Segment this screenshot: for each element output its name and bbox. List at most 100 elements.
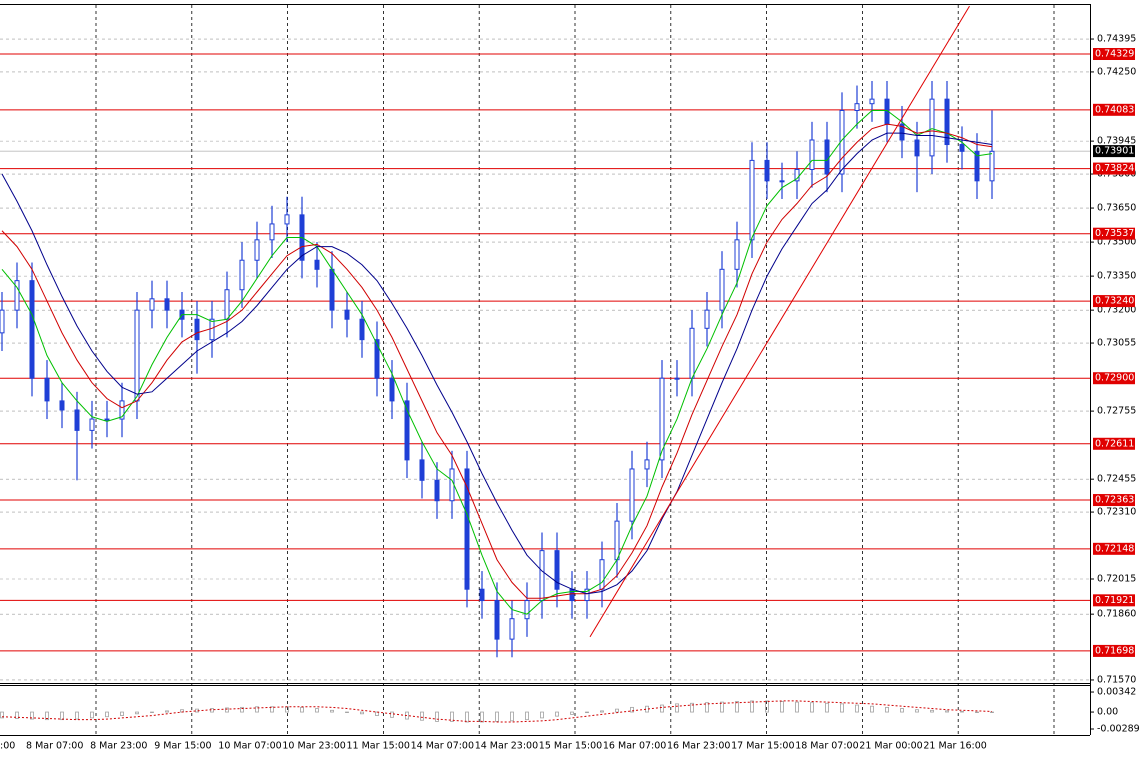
level-label: 0.73824 (1095, 163, 1134, 174)
candle-body (134, 309, 140, 402)
osc-bar (45, 711, 49, 721)
candle-body (914, 139, 920, 157)
osc-bar (660, 704, 664, 713)
candle-body (689, 327, 695, 379)
osc-bar (735, 701, 739, 713)
candle-body (659, 377, 665, 461)
candle-body (989, 150, 995, 182)
level-label: 0.71698 (1095, 645, 1134, 656)
candle-body (419, 459, 425, 481)
osc-bar (15, 711, 19, 719)
candle-body (224, 289, 230, 320)
osc-bar (105, 711, 109, 718)
osc-bar (60, 711, 64, 721)
candle-body (29, 280, 35, 379)
candle-body (164, 298, 170, 311)
x-tick-label: 17 Mar 15:00 (731, 741, 794, 752)
osc-bar (360, 711, 364, 715)
osc-bar (675, 703, 679, 713)
osc-bar (765, 700, 769, 713)
level-label: 0.74083 (1095, 104, 1134, 115)
candle-body (959, 144, 965, 152)
level-label-box (1093, 372, 1135, 385)
y-tick-label: 0.72015 (1097, 573, 1136, 584)
candle-body (869, 98, 875, 105)
level-label-box (1093, 494, 1135, 507)
x-tick-label: 8 Mar 23:00 (90, 741, 147, 752)
candle-body (104, 418, 110, 421)
y-tick-label: 0.71860 (1097, 609, 1136, 620)
osc-tick-label: 0.00 (1097, 707, 1118, 718)
osc-bar (945, 710, 949, 713)
x-tick-label: 14 Mar 23:00 (475, 741, 538, 752)
candle-body (554, 550, 560, 590)
candle-body (614, 520, 620, 561)
level-label-box (1093, 103, 1135, 116)
osc-bar (240, 706, 244, 713)
candle-body (704, 309, 710, 329)
osc-bar (615, 708, 619, 713)
level-label-box (1093, 644, 1135, 657)
y-tick-label: 0.72755 (1097, 406, 1136, 417)
candle-body (284, 214, 290, 225)
candle-body (254, 239, 260, 261)
candle-body (359, 318, 365, 341)
osc-bar (780, 701, 784, 713)
osc-bar (570, 711, 574, 715)
osc-bar (525, 711, 529, 721)
candle-body (629, 468, 635, 522)
osc-bar (30, 711, 34, 720)
level-label: 0.72148 (1095, 543, 1134, 554)
osc-bar (885, 706, 889, 713)
y-tick-label: 0.73055 (1097, 338, 1136, 349)
candle-body (44, 377, 50, 402)
x-tick-label: 9 Mar 15:00 (154, 741, 211, 752)
candle-body (479, 588, 485, 602)
candle-body (599, 559, 605, 590)
candle-body (14, 280, 20, 311)
osc-bar (0, 711, 4, 719)
candle-body (374, 339, 380, 379)
candle-body (734, 239, 740, 270)
candle-body (449, 468, 455, 502)
level-label-box (1093, 227, 1135, 240)
osc-bar (495, 711, 499, 722)
osc-bar (300, 706, 304, 713)
candle-body (524, 600, 530, 620)
current-price-box (1093, 145, 1135, 158)
y-tick-label: 0.72455 (1097, 474, 1136, 485)
x-tick-label: 8 Mar 07:00 (26, 741, 83, 752)
candle-body (314, 259, 320, 270)
candle-body (749, 159, 755, 241)
osc-bar (720, 701, 724, 713)
candle-body (899, 123, 905, 141)
candle-body (824, 139, 830, 175)
level-label-box (1093, 48, 1135, 61)
current-price-label: 0.73901 (1095, 146, 1134, 157)
osc-bar (705, 702, 709, 713)
candle-body (464, 468, 470, 590)
level-label: 0.74329 (1095, 49, 1134, 60)
x-tick-label: :00 (0, 741, 15, 752)
candle-body (584, 588, 590, 602)
candle-body (509, 618, 515, 640)
candle-body (344, 309, 350, 320)
osc-bar (255, 706, 259, 713)
osc-bar (930, 709, 934, 713)
osc-signal (1, 700, 993, 723)
level-label-box (1093, 437, 1135, 450)
candle-body (329, 268, 335, 311)
candle-body (929, 98, 935, 157)
x-tick-label: 10 Mar 07:00 (218, 741, 281, 752)
osc-bar (330, 709, 334, 713)
candle-body (944, 98, 950, 146)
osc-bar (120, 711, 124, 716)
osc-bar (135, 711, 139, 715)
osc-bar (270, 706, 274, 713)
level-label-box (1093, 542, 1135, 555)
level-label-box (1093, 162, 1135, 175)
candle-body (209, 318, 215, 341)
osc-bar (555, 711, 559, 717)
candle-body (764, 159, 770, 182)
x-tick-label: 18 Mar 07:00 (795, 741, 858, 752)
